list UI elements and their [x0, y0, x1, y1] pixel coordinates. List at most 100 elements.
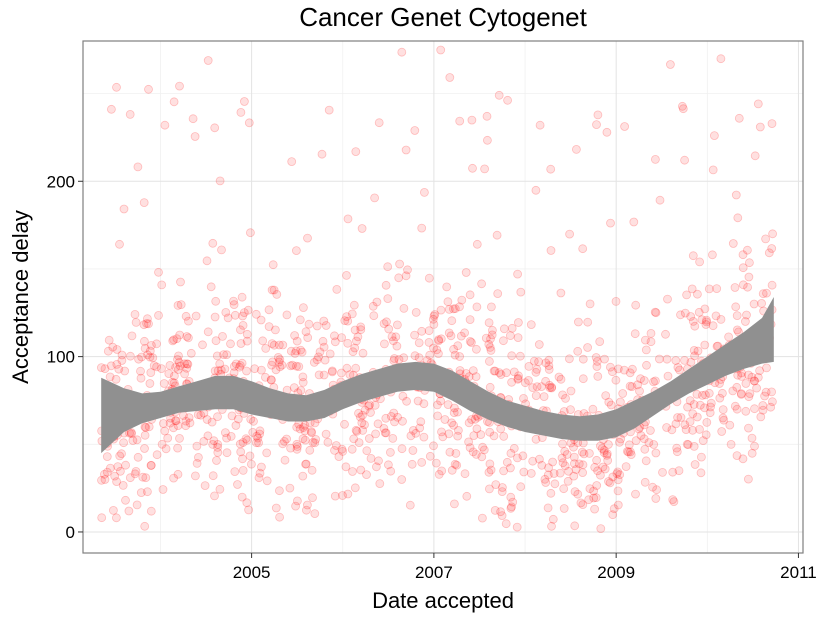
data-point: [437, 466, 447, 476]
data-point: [484, 318, 494, 328]
data-point: [655, 195, 665, 205]
data-point: [619, 365, 629, 375]
data-point: [360, 420, 369, 430]
data-point: [236, 447, 246, 457]
data-point: [379, 319, 389, 329]
data-point: [514, 371, 523, 381]
data-point: [408, 446, 418, 455]
data-point: [732, 451, 742, 461]
data-point: [375, 479, 385, 489]
data-point: [266, 375, 276, 385]
data-point: [680, 420, 690, 430]
data-point: [315, 347, 325, 357]
data-point: [578, 374, 588, 384]
data-point: [477, 452, 487, 462]
data-point: [471, 372, 481, 382]
data-point: [628, 364, 637, 374]
data-point: [440, 415, 450, 424]
data-point: [578, 460, 588, 470]
data-point: [708, 321, 718, 331]
data-point: [655, 354, 664, 364]
data-point: [593, 466, 602, 476]
data-point: [140, 430, 150, 440]
data-point: [447, 418, 457, 428]
data-point: [547, 382, 557, 392]
data-point: [724, 332, 733, 342]
data-point: [429, 319, 439, 329]
data-point: [445, 73, 455, 82]
data-point: [726, 439, 736, 449]
data-point: [561, 393, 570, 403]
data-point: [558, 390, 567, 400]
data-point: [238, 438, 248, 447]
data-point: [569, 452, 579, 462]
data-point: [479, 445, 489, 455]
data-point: [611, 375, 621, 385]
data-point: [203, 56, 213, 65]
data-point: [106, 463, 115, 473]
data-point: [107, 104, 116, 114]
data-point: [547, 521, 556, 531]
data-point: [507, 351, 517, 361]
data-point: [633, 380, 642, 390]
data-point: [743, 245, 752, 255]
data-point: [519, 393, 528, 403]
data-point: [229, 296, 238, 306]
data-point: [541, 376, 550, 386]
data-point: [461, 369, 471, 378]
data-point: [297, 347, 307, 357]
data-point: [738, 250, 748, 260]
data-point: [695, 257, 704, 267]
data-point: [558, 458, 568, 468]
data-point: [102, 467, 112, 477]
data-point: [615, 470, 625, 480]
y-tick-label: 200: [47, 172, 75, 191]
data-point: [364, 434, 374, 443]
data-point: [373, 419, 383, 429]
data-point: [688, 316, 698, 326]
data-point: [140, 422, 150, 432]
data-point: [165, 360, 175, 370]
data-point: [434, 336, 444, 346]
data-point: [747, 448, 757, 458]
data-point: [661, 329, 670, 339]
data-point: [695, 400, 705, 410]
data-point: [389, 354, 399, 363]
data-point: [215, 484, 225, 494]
data-point: [411, 307, 421, 317]
data-point: [445, 447, 455, 457]
data-point: [704, 388, 714, 398]
data-point: [484, 484, 494, 494]
data-point: [548, 514, 558, 524]
data-point: [318, 336, 328, 346]
data-point: [710, 131, 719, 141]
data-point: [192, 458, 202, 468]
data-point: [526, 320, 536, 330]
data-point: [466, 338, 476, 347]
data-point: [380, 428, 390, 438]
data-point: [338, 446, 348, 456]
data-point: [456, 331, 466, 341]
data-point: [559, 504, 569, 513]
data-point: [437, 427, 446, 437]
data-point: [280, 455, 290, 465]
data-point: [136, 488, 146, 498]
data-point: [397, 444, 407, 454]
data-point: [715, 393, 725, 403]
data-point: [338, 491, 347, 500]
data-point: [616, 397, 625, 407]
data-point: [698, 390, 707, 400]
data-point: [698, 436, 708, 446]
data-point: [641, 345, 651, 355]
data-point: [569, 471, 579, 481]
data-point: [588, 404, 598, 414]
data-point: [484, 356, 494, 366]
data-point: [143, 350, 153, 360]
data-point: [512, 522, 522, 532]
data-point: [436, 305, 446, 315]
data-point: [183, 359, 193, 369]
data-point: [334, 452, 344, 462]
data-point: [289, 383, 299, 393]
data-point: [262, 448, 272, 458]
data-point: [163, 433, 173, 443]
